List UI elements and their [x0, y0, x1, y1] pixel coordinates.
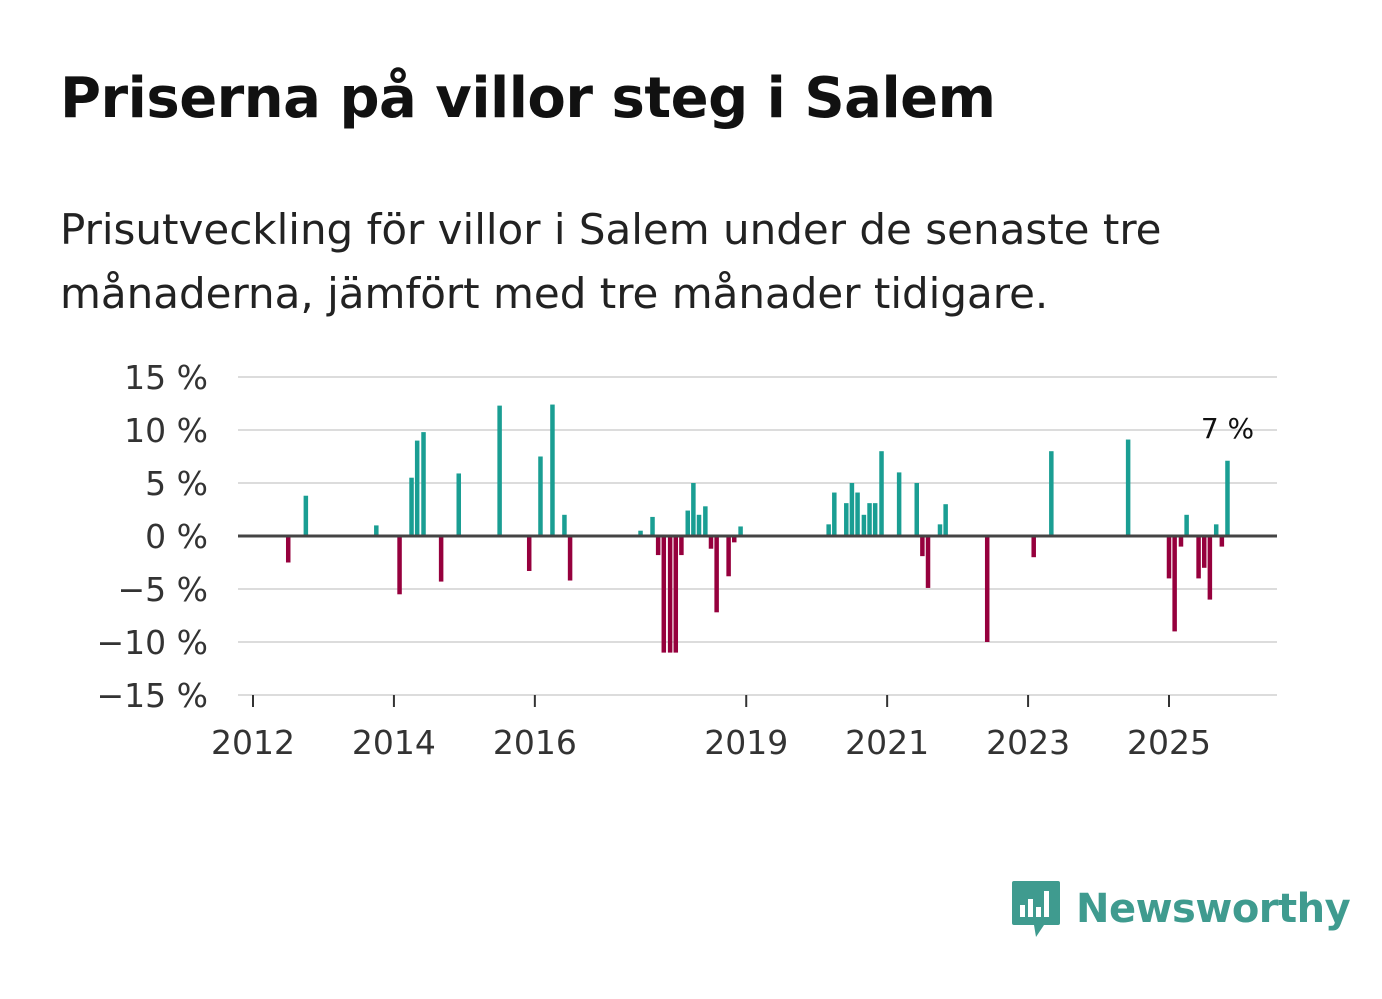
y-tick-label: 10 % [124, 411, 208, 450]
bar [638, 530, 643, 536]
bar [562, 514, 567, 536]
bar [661, 536, 667, 653]
x-tick-label: 2019 [704, 723, 788, 762]
y-tick-label: 15 % [124, 358, 208, 397]
axes [238, 534, 1277, 707]
bar [726, 536, 731, 577]
bar [1213, 524, 1219, 536]
newsworthy-chart-bubble-icon [1012, 881, 1060, 937]
bar [650, 516, 655, 536]
x-tick-label: 2023 [986, 723, 1070, 762]
bar [703, 506, 708, 536]
bar [285, 536, 291, 563]
bar [526, 536, 532, 571]
bar [896, 472, 902, 536]
bar [497, 405, 502, 536]
bar [655, 536, 661, 556]
chart-subtitle: Prisutveckling för villor i Salem under … [60, 205, 1162, 318]
bar [1031, 536, 1036, 558]
bar [879, 451, 884, 536]
brand-name: Newsworthy [1076, 886, 1351, 932]
bar [550, 404, 555, 536]
bar [943, 504, 948, 536]
bar [920, 536, 925, 557]
bar [438, 536, 444, 582]
x-tick-label: 2016 [493, 723, 577, 762]
y-tick-label: 5 % [145, 464, 208, 503]
x-tick-label: 2014 [352, 723, 436, 762]
bar [397, 536, 402, 595]
bar [691, 483, 696, 536]
bar [872, 503, 878, 536]
bar [832, 492, 837, 536]
bar [696, 514, 702, 536]
bar [925, 536, 931, 588]
bar [1125, 439, 1131, 536]
bar [673, 536, 679, 653]
bar [409, 477, 414, 536]
bar [844, 503, 849, 536]
bar [849, 483, 855, 536]
bar [414, 440, 420, 536]
bar [708, 536, 714, 549]
y-tick-label: −15 % [97, 676, 209, 715]
bar [1201, 536, 1207, 568]
bar [421, 432, 426, 536]
bar-series [285, 404, 1230, 653]
bar [1196, 536, 1201, 579]
bar [685, 510, 690, 536]
bar [538, 456, 543, 536]
bar [738, 526, 743, 536]
bar [1166, 536, 1172, 579]
bar [1219, 536, 1225, 547]
bar [567, 536, 573, 581]
bar [1178, 536, 1184, 547]
bar [861, 514, 867, 536]
bar [714, 536, 719, 613]
bar [374, 525, 379, 536]
bar [826, 524, 831, 536]
bar [679, 536, 684, 556]
bar [667, 536, 673, 653]
bar [1207, 536, 1213, 600]
bar [456, 473, 461, 536]
y-tick-label: −5 % [118, 570, 209, 609]
bar [1172, 536, 1177, 632]
last-value-annotation: 7 % [1201, 412, 1254, 445]
x-tick-label: 2021 [845, 723, 929, 762]
bar [303, 495, 309, 536]
page-title: Priserna på villor steg i Salem [60, 66, 996, 131]
bar [937, 524, 943, 536]
bar [867, 503, 872, 536]
bar [1049, 451, 1054, 536]
newsworthy-brand: Newsworthy [1010, 878, 1351, 940]
bar [984, 536, 990, 642]
bar [914, 483, 919, 536]
tick-labels: 15 % 10 % 5 % 0 % −5 % −10 % −15 %2012 2014 2016… [97, 358, 1211, 762]
y-tick-label: 0 % [145, 517, 208, 556]
annotations: 7 % [1201, 412, 1254, 445]
bar [732, 536, 737, 543]
x-tick-label: 2025 [1127, 723, 1211, 762]
bar [1184, 514, 1189, 536]
y-tick-label: −10 % [97, 623, 209, 662]
bar [1225, 460, 1230, 536]
x-tick-label: 2012 [211, 723, 295, 762]
bar [855, 492, 860, 536]
